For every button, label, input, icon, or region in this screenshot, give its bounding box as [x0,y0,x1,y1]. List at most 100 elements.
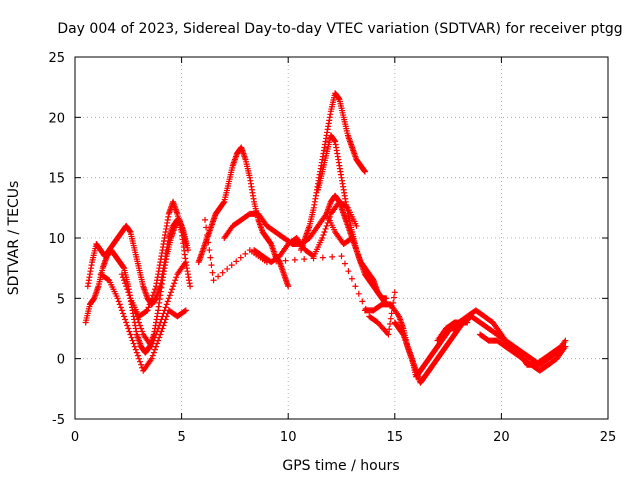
data-point [135,319,142,326]
data-point [128,334,135,341]
data-point [132,346,139,353]
data-point [138,361,145,368]
data-point [149,352,156,359]
data-point [182,241,189,248]
data-point [151,334,158,341]
data-point [139,328,146,335]
series-arc-16 [477,331,569,374]
data-point [154,328,161,335]
data-point [323,222,330,229]
data-point [135,355,142,362]
data-point [282,257,289,264]
data-point [125,289,132,296]
data-point [321,228,328,235]
y-axis-label: SDTVAR / TECUs [6,181,22,296]
series-outliers [202,216,398,338]
x-tick-label: 10 [280,430,297,445]
y-tick-label: 10 [48,232,65,247]
data-point [158,316,165,323]
data-point [348,275,355,282]
x-tick-label: 0 [71,430,79,445]
series-arc-3 [97,271,189,374]
data-point [133,313,140,320]
data-point [203,224,210,231]
data-point [116,301,123,308]
y-tick-label: 25 [48,51,65,66]
data-point [124,322,131,329]
data-point [134,316,141,323]
data-point [208,262,215,269]
y-tick-label: 20 [48,111,65,126]
series-arc-5 [131,259,189,350]
data-point [391,294,397,301]
data-point [123,319,130,326]
data-point [301,256,308,263]
axis-ticks: 0 5 10 15 20 25 -5 0 5 10 15 20 25 [48,51,616,445]
data-point [144,307,151,314]
chart-title: Day 004 of 2023, Sidereal Day-to-day VTE… [57,21,622,37]
data-point [132,310,139,317]
series-arc-11 [323,192,390,308]
data-point [204,231,211,238]
data-point [148,343,155,350]
y-tick-label: -5 [52,413,65,428]
data-point [184,247,191,254]
x-axis-label: GPS time / hours [282,458,399,474]
data-point [133,349,140,356]
data-point [389,305,396,312]
data-point [210,277,217,284]
data-point [209,269,216,276]
data-point [291,256,298,263]
data-point [119,274,126,281]
data-point [205,239,212,246]
data-point [150,337,157,344]
data-point [219,269,226,276]
data-point [263,259,270,266]
data-point [121,313,128,320]
data-point [121,277,128,284]
data-point [207,254,214,261]
data-point [131,343,138,350]
data-point [161,307,168,314]
series-arc-6 [195,144,292,290]
data-point [124,286,131,293]
data-point [156,322,163,329]
data-point [167,289,174,296]
data-point [390,299,397,306]
data-point [150,349,157,356]
data-point [341,260,348,267]
data-point [117,304,124,311]
data-point [149,340,156,347]
data-point [202,216,209,223]
data-point [319,235,326,241]
data-point [150,289,157,296]
x-tick-label: 20 [493,430,510,445]
data-point [233,258,240,265]
data-point [105,276,112,283]
data-point [151,346,158,353]
data-point [123,283,130,290]
data-point [151,286,158,293]
data-point [391,289,398,296]
data-point [118,271,125,278]
data-point [147,298,154,305]
data-point [164,298,171,305]
x-tick-label: 25 [600,430,617,445]
data-point [118,307,125,314]
data-point [324,219,331,226]
data-point [273,258,280,265]
data-point [562,343,569,350]
data-point [129,337,136,344]
data-point [130,340,137,347]
series-arc-2 [84,216,189,308]
data-point [137,322,144,329]
data-point [224,265,231,272]
data-point [122,280,129,287]
series-arc-7 [221,210,356,248]
data-point [388,310,395,317]
data-point [362,305,369,312]
y-tick-label: 0 [57,353,65,368]
data-point [322,225,329,232]
data-point [125,325,132,332]
